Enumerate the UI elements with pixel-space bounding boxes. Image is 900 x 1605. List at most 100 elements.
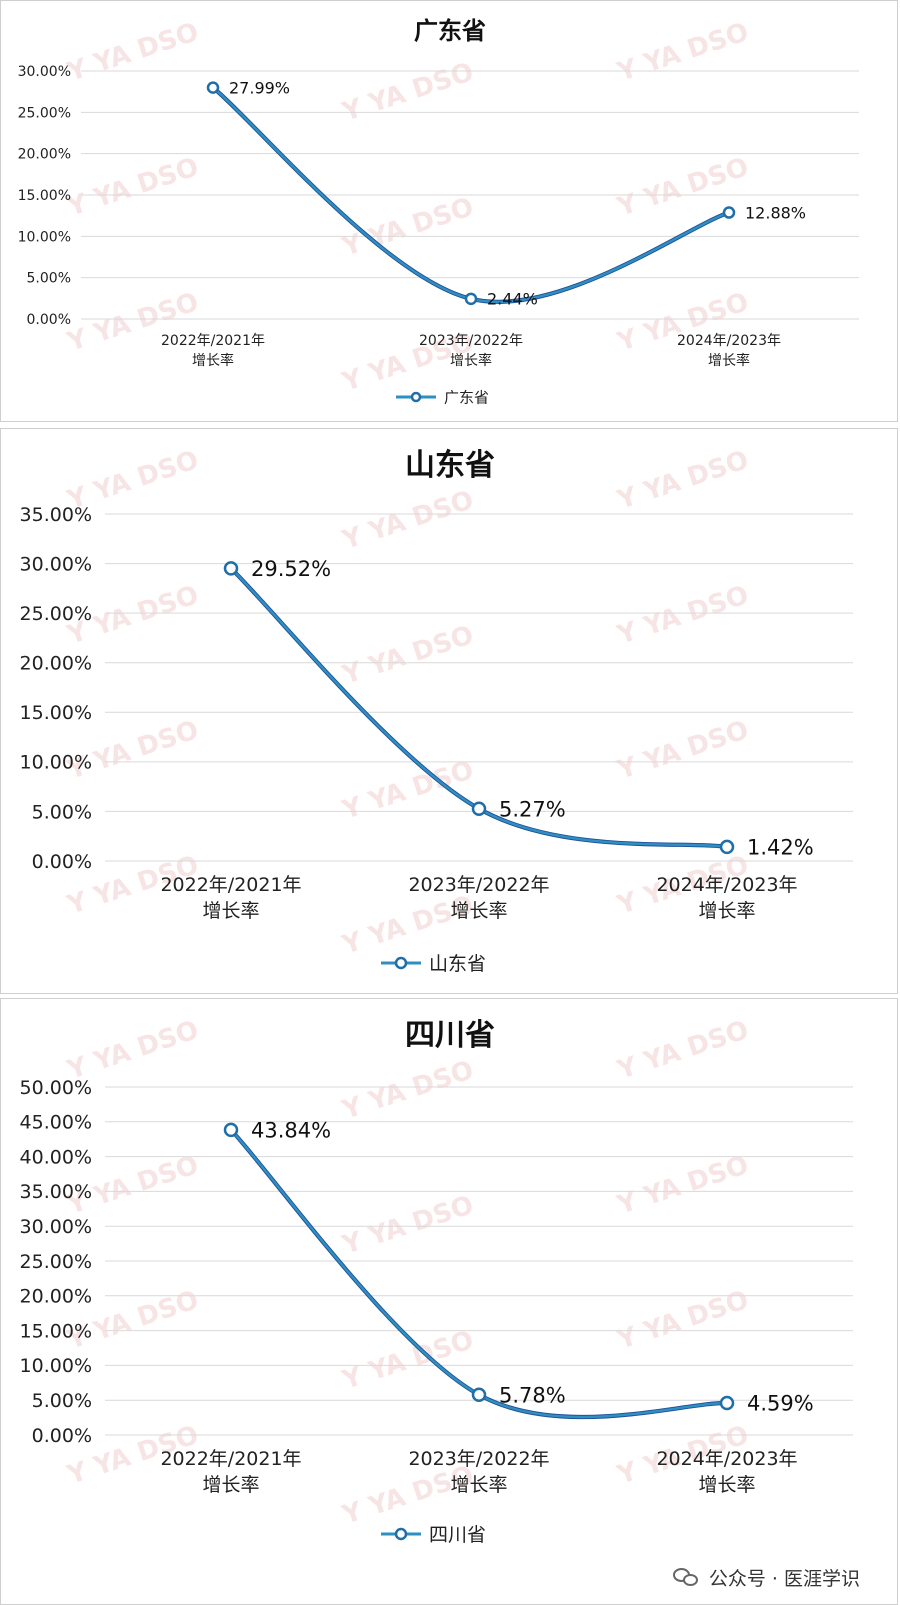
x-tick-label: 2023年/2022年	[419, 333, 523, 349]
legend-marker	[394, 956, 408, 970]
data-label: 43.84%	[251, 1118, 331, 1142]
watermark-text: Y YA DSO	[63, 1015, 202, 1086]
legend-label: 山东省	[429, 953, 486, 975]
data-point	[223, 561, 239, 576]
y-tick-label: 10.00%	[20, 1355, 92, 1377]
y-tick-label: 0.00%	[32, 851, 92, 873]
data-label: 2.44%	[487, 290, 538, 309]
legend-marker	[410, 391, 422, 403]
x-tick-label: 2022年/2021年	[160, 1448, 301, 1470]
y-tick-label: 5.00%	[27, 271, 71, 287]
watermark-text: Y YA DSO	[63, 17, 202, 88]
y-tick-label: 20.00%	[20, 653, 92, 675]
watermark-text: Y YA DSO	[338, 1055, 477, 1126]
chart-guangdong: Y YA DSO Y YA DSO Y YA DSO Y YA DSO Y YA DSO…	[0, 0, 898, 422]
legend-marker	[394, 1527, 408, 1541]
x-tick-label: 2024年/2023年	[656, 1448, 797, 1470]
y-tick-label: 25.00%	[20, 1251, 92, 1273]
chart-svg-shandong: Y YA DSO Y YA DSO Y YA DSO Y YA DSO Y YA DSO…	[20, 445, 853, 975]
y-tick-label: 10.00%	[18, 229, 71, 245]
footer-source: 公众号 · 医涯学识	[672, 1564, 860, 1591]
watermark-text: Y YA DSO	[613, 445, 752, 516]
y-tick-label: 30.00%	[18, 64, 71, 80]
data-point	[471, 801, 487, 817]
watermark-text: Y YA DSO	[338, 620, 477, 691]
data-label: 12.88%	[745, 203, 806, 222]
x-tick-label: 2022年/2021年	[160, 874, 301, 896]
data-point	[464, 292, 478, 306]
legend: 四川省	[381, 1524, 486, 1546]
chart-title: 广东省	[414, 17, 486, 45]
data-label: 5.78%	[499, 1383, 566, 1407]
data-label: 27.99%	[229, 78, 290, 97]
y-tick-label: 35.00%	[20, 1181, 92, 1203]
x-tick-label-line2: 增长率	[708, 352, 750, 369]
data-point	[719, 1395, 735, 1411]
x-tick-label: 2022年/2021年	[161, 333, 265, 349]
y-tick-label: 30.00%	[20, 553, 92, 575]
legend-label: 四川省	[429, 1524, 486, 1546]
legend: 山东省	[381, 953, 486, 975]
watermark-text: Y YA DSO	[338, 57, 477, 128]
watermark-text: Y YA DSO	[338, 485, 477, 556]
chart-title: 山东省	[405, 448, 495, 483]
watermark-text: Y YA DSO	[613, 715, 752, 786]
x-tick-label-line2: 增长率	[202, 1474, 259, 1496]
x-tick-label: 2023年/2022年	[408, 874, 549, 896]
y-tick-label: 25.00%	[18, 105, 71, 121]
x-tick-label-line2: 增长率	[450, 352, 492, 369]
series-line	[229, 1128, 729, 1419]
y-tick-label: 5.00%	[32, 1390, 92, 1412]
data-point	[206, 81, 220, 94]
y-tick-label: 40.00%	[20, 1146, 92, 1168]
watermark-text: Y YA DSO	[338, 1190, 477, 1261]
watermark-text: Y YA DSO	[63, 715, 202, 786]
watermark-text: Y YA DSO	[613, 1150, 752, 1221]
data-point	[471, 1387, 487, 1403]
y-tick-label: 25.00%	[20, 603, 92, 625]
y-tick-label: 50.00%	[20, 1077, 92, 1099]
x-tick-label-line2: 增长率	[698, 1474, 755, 1496]
x-tick-label-line2: 增长率	[450, 900, 507, 922]
data-label: 1.42%	[747, 835, 814, 859]
chart-sichuan: Y YA DSO Y YA DSO Y YA DSO Y YA DSO Y YA DSO…	[0, 998, 898, 1605]
legend-label: 广东省	[444, 388, 489, 406]
x-tick-label-line2: 增长率	[202, 900, 259, 922]
chart-title: 四川省	[405, 1018, 495, 1053]
watermark-text: Y YA DSO	[613, 17, 752, 88]
x-tick-label: 2024年/2023年	[656, 874, 797, 896]
y-tick-label: 45.00%	[20, 1112, 92, 1134]
data-point	[719, 839, 735, 855]
watermark-text: Y YA DSO	[613, 580, 752, 651]
legend: 广东省	[396, 388, 489, 406]
y-tick-label: 0.00%	[32, 1425, 92, 1447]
y-tick-label: 5.00%	[32, 801, 92, 823]
x-tick-label: 2024年/2023年	[677, 333, 781, 349]
y-tick-label: 15.00%	[18, 188, 71, 204]
x-tick-label-line2: 增长率	[698, 900, 755, 922]
x-tick-label-line2: 增长率	[192, 352, 234, 369]
y-tick-label: 15.00%	[20, 702, 92, 724]
y-tick-label: 20.00%	[18, 147, 71, 163]
x-tick-label-line2: 增长率	[450, 1474, 507, 1496]
y-tick-label: 0.00%	[27, 312, 71, 328]
y-tick-label: 20.00%	[20, 1286, 92, 1308]
footer-text: 公众号 · 医涯学识	[708, 1568, 860, 1590]
data-point	[223, 1122, 239, 1138]
chart-shandong: Y YA DSO Y YA DSO Y YA DSO Y YA DSO Y YA DSO…	[0, 428, 898, 994]
y-tick-label: 15.00%	[20, 1320, 92, 1342]
wechat-icon	[672, 1567, 701, 1589]
watermark-text: Y YA DSO	[63, 152, 202, 223]
watermark-text: Y YA DSO	[338, 755, 477, 826]
watermark-text: Y YA DSO	[613, 1015, 752, 1086]
y-tick-label: 30.00%	[20, 1216, 92, 1238]
y-tick-label: 35.00%	[20, 504, 92, 526]
data-label: 29.52%	[251, 557, 331, 581]
data-label: 4.59%	[747, 1392, 814, 1416]
x-tick-label: 2023年/2022年	[408, 1448, 549, 1470]
data-label: 5.27%	[499, 797, 566, 821]
data-point	[722, 206, 736, 219]
chart-svg-sichuan: Y YA DSO Y YA DSO Y YA DSO Y YA DSO Y YA DSO…	[20, 1015, 853, 1546]
y-tick-label: 10.00%	[20, 752, 92, 774]
